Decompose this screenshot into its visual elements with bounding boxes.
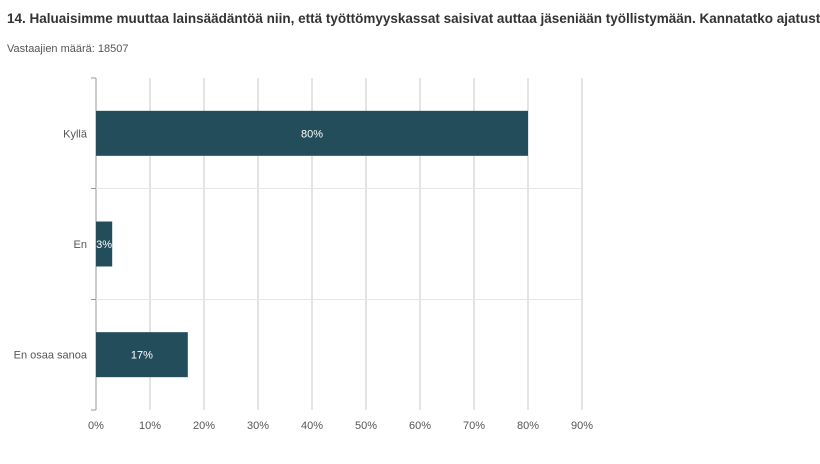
x-tick-label: 90% [571, 420, 593, 432]
bar [96, 110, 528, 156]
bar [96, 332, 188, 378]
x-tick-label: 50% [355, 420, 377, 432]
x-tick-label: 30% [247, 420, 269, 432]
category-label: Kyllä [63, 128, 88, 140]
bar-value-label: 17% [131, 350, 153, 362]
bar-value-label: 80% [301, 128, 323, 140]
chart-title: 14. Haluaisimme muuttaa lainsäädäntöä ni… [7, 11, 820, 26]
category-label: En [74, 239, 87, 251]
x-tick-label: 70% [463, 420, 485, 432]
x-tick-label: 20% [193, 420, 215, 432]
x-tick-label: 0% [88, 420, 104, 432]
x-tick-label: 40% [301, 420, 323, 432]
respondent-count-value: 18507 [97, 43, 129, 55]
bar-value-label: 3% [96, 239, 112, 251]
x-tick-label: 60% [409, 420, 431, 432]
labels: 0% 10% 20% 30% 40% 50% 60% 70% 80% 90% Kyllä 80% En 3… [14, 128, 594, 432]
x-tick-label: 10% [139, 420, 161, 432]
bars [96, 110, 528, 378]
category-label: En osaa sanoa [14, 350, 88, 362]
respondent-count: Vastaajien määrä: 18507 [7, 43, 129, 55]
bar [96, 221, 113, 267]
x-tick-label: 80% [517, 420, 539, 432]
respondent-count-label: Vastaajien määrä: [7, 43, 95, 55]
